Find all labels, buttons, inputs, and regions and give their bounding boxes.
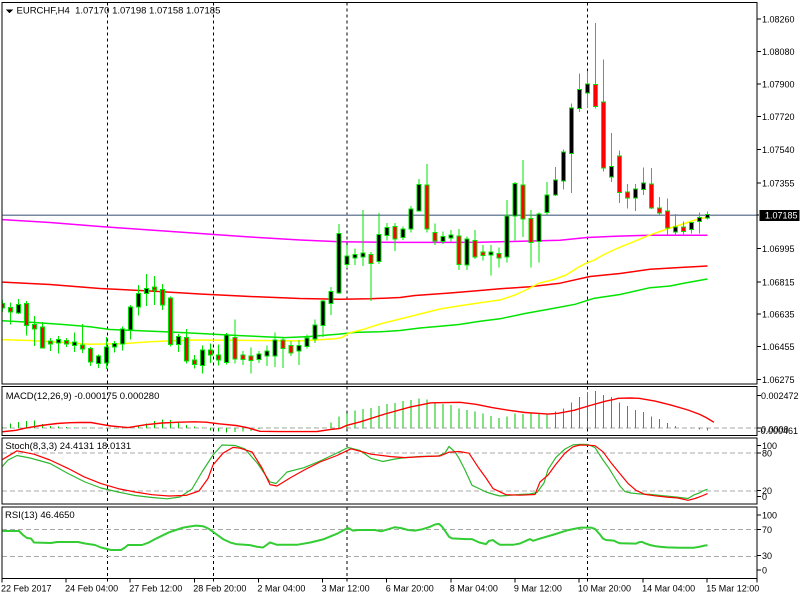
svg-text:6 Mar 20:00: 6 Mar 20:00: [386, 584, 434, 594]
svg-text:22 Feb 2017: 22 Feb 2017: [1, 584, 52, 594]
svg-text:1.07355: 1.07355: [762, 179, 795, 189]
svg-text:3 Mar 12:00: 3 Mar 12:00: [322, 584, 370, 594]
svg-text:-0.000461: -0.000461: [758, 426, 799, 436]
svg-text:1.06815: 1.06815: [762, 277, 795, 287]
svg-text:27 Feb 12:00: 27 Feb 12:00: [129, 584, 182, 594]
svg-text:1.07185: 1.07185: [765, 211, 798, 221]
svg-text:RSI(13) 46.4650: RSI(13) 46.4650: [5, 510, 75, 521]
svg-text:80: 80: [762, 449, 772, 459]
svg-text:Stoch(8,3,3) 24.4131 18.0131: Stoch(8,3,3) 24.4131 18.0131: [5, 441, 131, 452]
svg-text:1.07900: 1.07900: [762, 80, 795, 90]
svg-text:8 Mar 04:00: 8 Mar 04:00: [450, 584, 498, 594]
svg-text:1.07720: 1.07720: [762, 112, 795, 122]
svg-text:10 Mar 20:00: 10 Mar 20:00: [578, 584, 631, 594]
svg-text:0: 0: [762, 492, 767, 502]
svg-text:70: 70: [762, 525, 772, 535]
svg-text:15 Mar 12:00: 15 Mar 12:00: [706, 584, 759, 594]
svg-text:100: 100: [762, 441, 777, 451]
svg-text:1.07540: 1.07540: [762, 145, 795, 155]
svg-text:1.08260: 1.08260: [762, 15, 795, 25]
svg-text:1.06995: 1.06995: [762, 244, 795, 254]
svg-text:0.002472: 0.002472: [761, 391, 799, 401]
svg-text:1.06275: 1.06275: [762, 375, 795, 385]
svg-text:1.06635: 1.06635: [762, 310, 795, 320]
svg-text:100: 100: [762, 511, 777, 521]
svg-text:14 Mar 04:00: 14 Mar 04:00: [642, 584, 695, 594]
svg-text:0: 0: [762, 566, 767, 576]
svg-text:28 Feb 20:00: 28 Feb 20:00: [193, 584, 246, 594]
svg-text:24 Feb 04:00: 24 Feb 04:00: [65, 584, 118, 594]
svg-text:1.06455: 1.06455: [762, 342, 795, 352]
svg-text:9 Mar 12:00: 9 Mar 12:00: [514, 584, 562, 594]
svg-text:0.0000: 0.0000: [761, 424, 789, 434]
svg-text:30: 30: [762, 551, 772, 561]
svg-text:2 Mar 04:00: 2 Mar 04:00: [257, 584, 305, 594]
svg-text:MACD(12,26,9) -0.000175 0.0002: MACD(12,26,9) -0.000175 0.000280: [6, 391, 160, 402]
svg-text:EURCHF,H4 1.07170 1.07198 1.0: EURCHF,H4 1.07170 1.07198 1.07158 1.0718…: [17, 6, 221, 17]
svg-text:1.08080: 1.08080: [762, 47, 795, 57]
svg-text:20: 20: [762, 486, 772, 496]
